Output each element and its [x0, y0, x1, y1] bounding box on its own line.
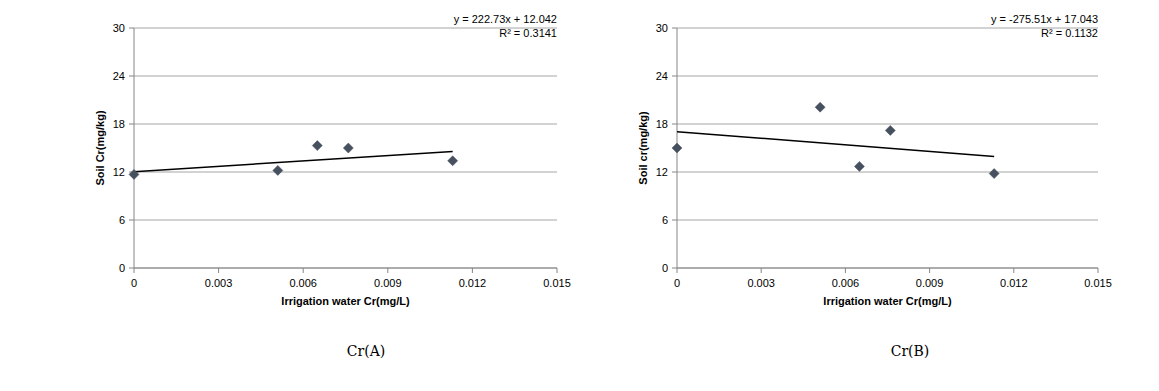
- trendline: [134, 152, 453, 172]
- x-tick-label: 0.009: [916, 277, 944, 289]
- figure: 0 6 12 18 24 30 0 0.003 0.006 0.009 0.012 0.015 Irri…: [0, 0, 1159, 391]
- grid-line: [677, 124, 1098, 125]
- y-tick-label: 6: [119, 214, 125, 226]
- x-tick: [1013, 268, 1014, 273]
- x-axis-title: Irrigation water Cr(mg/L): [281, 295, 410, 307]
- grid-line: [134, 124, 557, 125]
- grid-line: [677, 172, 1098, 173]
- x-tick-label: 0.009: [374, 277, 402, 289]
- x-tick: [761, 268, 762, 273]
- y-tick-label: 0: [119, 262, 125, 274]
- x-tick-label: 0.015: [543, 277, 571, 289]
- y-tick-label: 30: [656, 22, 668, 34]
- x-tick-label: 0.006: [289, 277, 317, 289]
- point: [989, 169, 999, 179]
- y-tick-label: 12: [656, 166, 668, 178]
- y-tick: [129, 124, 134, 125]
- x-tick: [1098, 268, 1099, 273]
- point: [129, 169, 139, 179]
- grid-line: [134, 220, 557, 221]
- grid-line: [134, 76, 557, 77]
- r-squared: R² = 0.1132: [1041, 27, 1098, 39]
- point: [815, 102, 825, 112]
- point: [672, 143, 682, 153]
- plot-marks: [129, 141, 458, 180]
- y-tick: [672, 220, 677, 221]
- y-tick: [129, 268, 134, 269]
- x-axis: [677, 268, 1098, 269]
- y-tick: [129, 220, 134, 221]
- equation: y = 222.73x + 12.042: [454, 13, 557, 25]
- x-tick: [557, 268, 558, 273]
- r-squared: R² = 0.3141: [499, 27, 557, 39]
- point: [885, 125, 895, 135]
- grid-line: [677, 220, 1098, 221]
- y-tick-label: 18: [656, 118, 668, 130]
- x-axis: [134, 268, 557, 269]
- x-tick-label: 0: [674, 277, 680, 289]
- chart: 0 6 12 18 24 30 0 0.003 0.006 0.009 0.012 0.015 Irri…: [637, 13, 1112, 359]
- x-tick-label: 0.003: [205, 277, 233, 289]
- x-tick-label: 0.012: [459, 277, 487, 289]
- chart: 0 6 12 18 24 30 0 0.003 0.006 0.009 0.012 0.015 Irri…: [94, 13, 571, 359]
- point: [854, 161, 864, 171]
- point: [448, 156, 458, 166]
- plot-marks: [672, 102, 999, 178]
- y-tick: [672, 124, 677, 125]
- x-tick: [929, 268, 930, 273]
- x-tick: [303, 268, 304, 273]
- y-tick-label: 12: [113, 166, 125, 178]
- x-tick-label: 0: [131, 277, 137, 289]
- y-tick: [129, 76, 134, 77]
- y-axis: [134, 28, 135, 268]
- y-tick-label: 24: [113, 70, 125, 82]
- x-axis-title: Irrigation water Cr(mg/L): [823, 295, 952, 307]
- grid-line: [677, 28, 1098, 29]
- x-tick-label: 0.015: [1084, 277, 1112, 289]
- x-tick: [218, 268, 219, 273]
- y-tick-label: 30: [113, 22, 125, 34]
- y-tick-label: 18: [113, 118, 125, 130]
- x-tick-label: 0.012: [1000, 277, 1028, 289]
- y-tick-label: 0: [662, 262, 668, 274]
- grid-line: [677, 76, 1098, 77]
- x-tick: [845, 268, 846, 273]
- y-axis-title: Soil cr(mg/kg): [637, 111, 649, 185]
- y-tick: [129, 28, 134, 29]
- grid-line: [134, 28, 557, 29]
- grid-line: [134, 268, 557, 269]
- grid-line: [134, 172, 557, 173]
- y-tick: [672, 172, 677, 173]
- y-tick: [672, 28, 677, 29]
- x-tick-label: 0.003: [747, 277, 775, 289]
- equation: y = -275.51x + 17.043: [991, 13, 1098, 25]
- x-tick: [134, 268, 135, 273]
- x-tick: [677, 268, 678, 273]
- caption: Cr(A): [347, 343, 385, 359]
- point: [343, 143, 353, 153]
- y-tick: [672, 76, 677, 77]
- x-tick: [387, 268, 388, 273]
- y-tick-label: 6: [662, 214, 668, 226]
- point: [273, 165, 283, 175]
- y-tick: [672, 268, 677, 269]
- point: [312, 141, 322, 151]
- y-tick-label: 24: [656, 70, 668, 82]
- x-tick: [472, 268, 473, 273]
- y-axis-title: Soil Cr(mg/kg): [94, 110, 106, 186]
- x-tick-label: 0.006: [832, 277, 860, 289]
- trendline: [677, 132, 994, 157]
- caption: Cr(B): [891, 343, 930, 359]
- grid-line: [677, 268, 1098, 269]
